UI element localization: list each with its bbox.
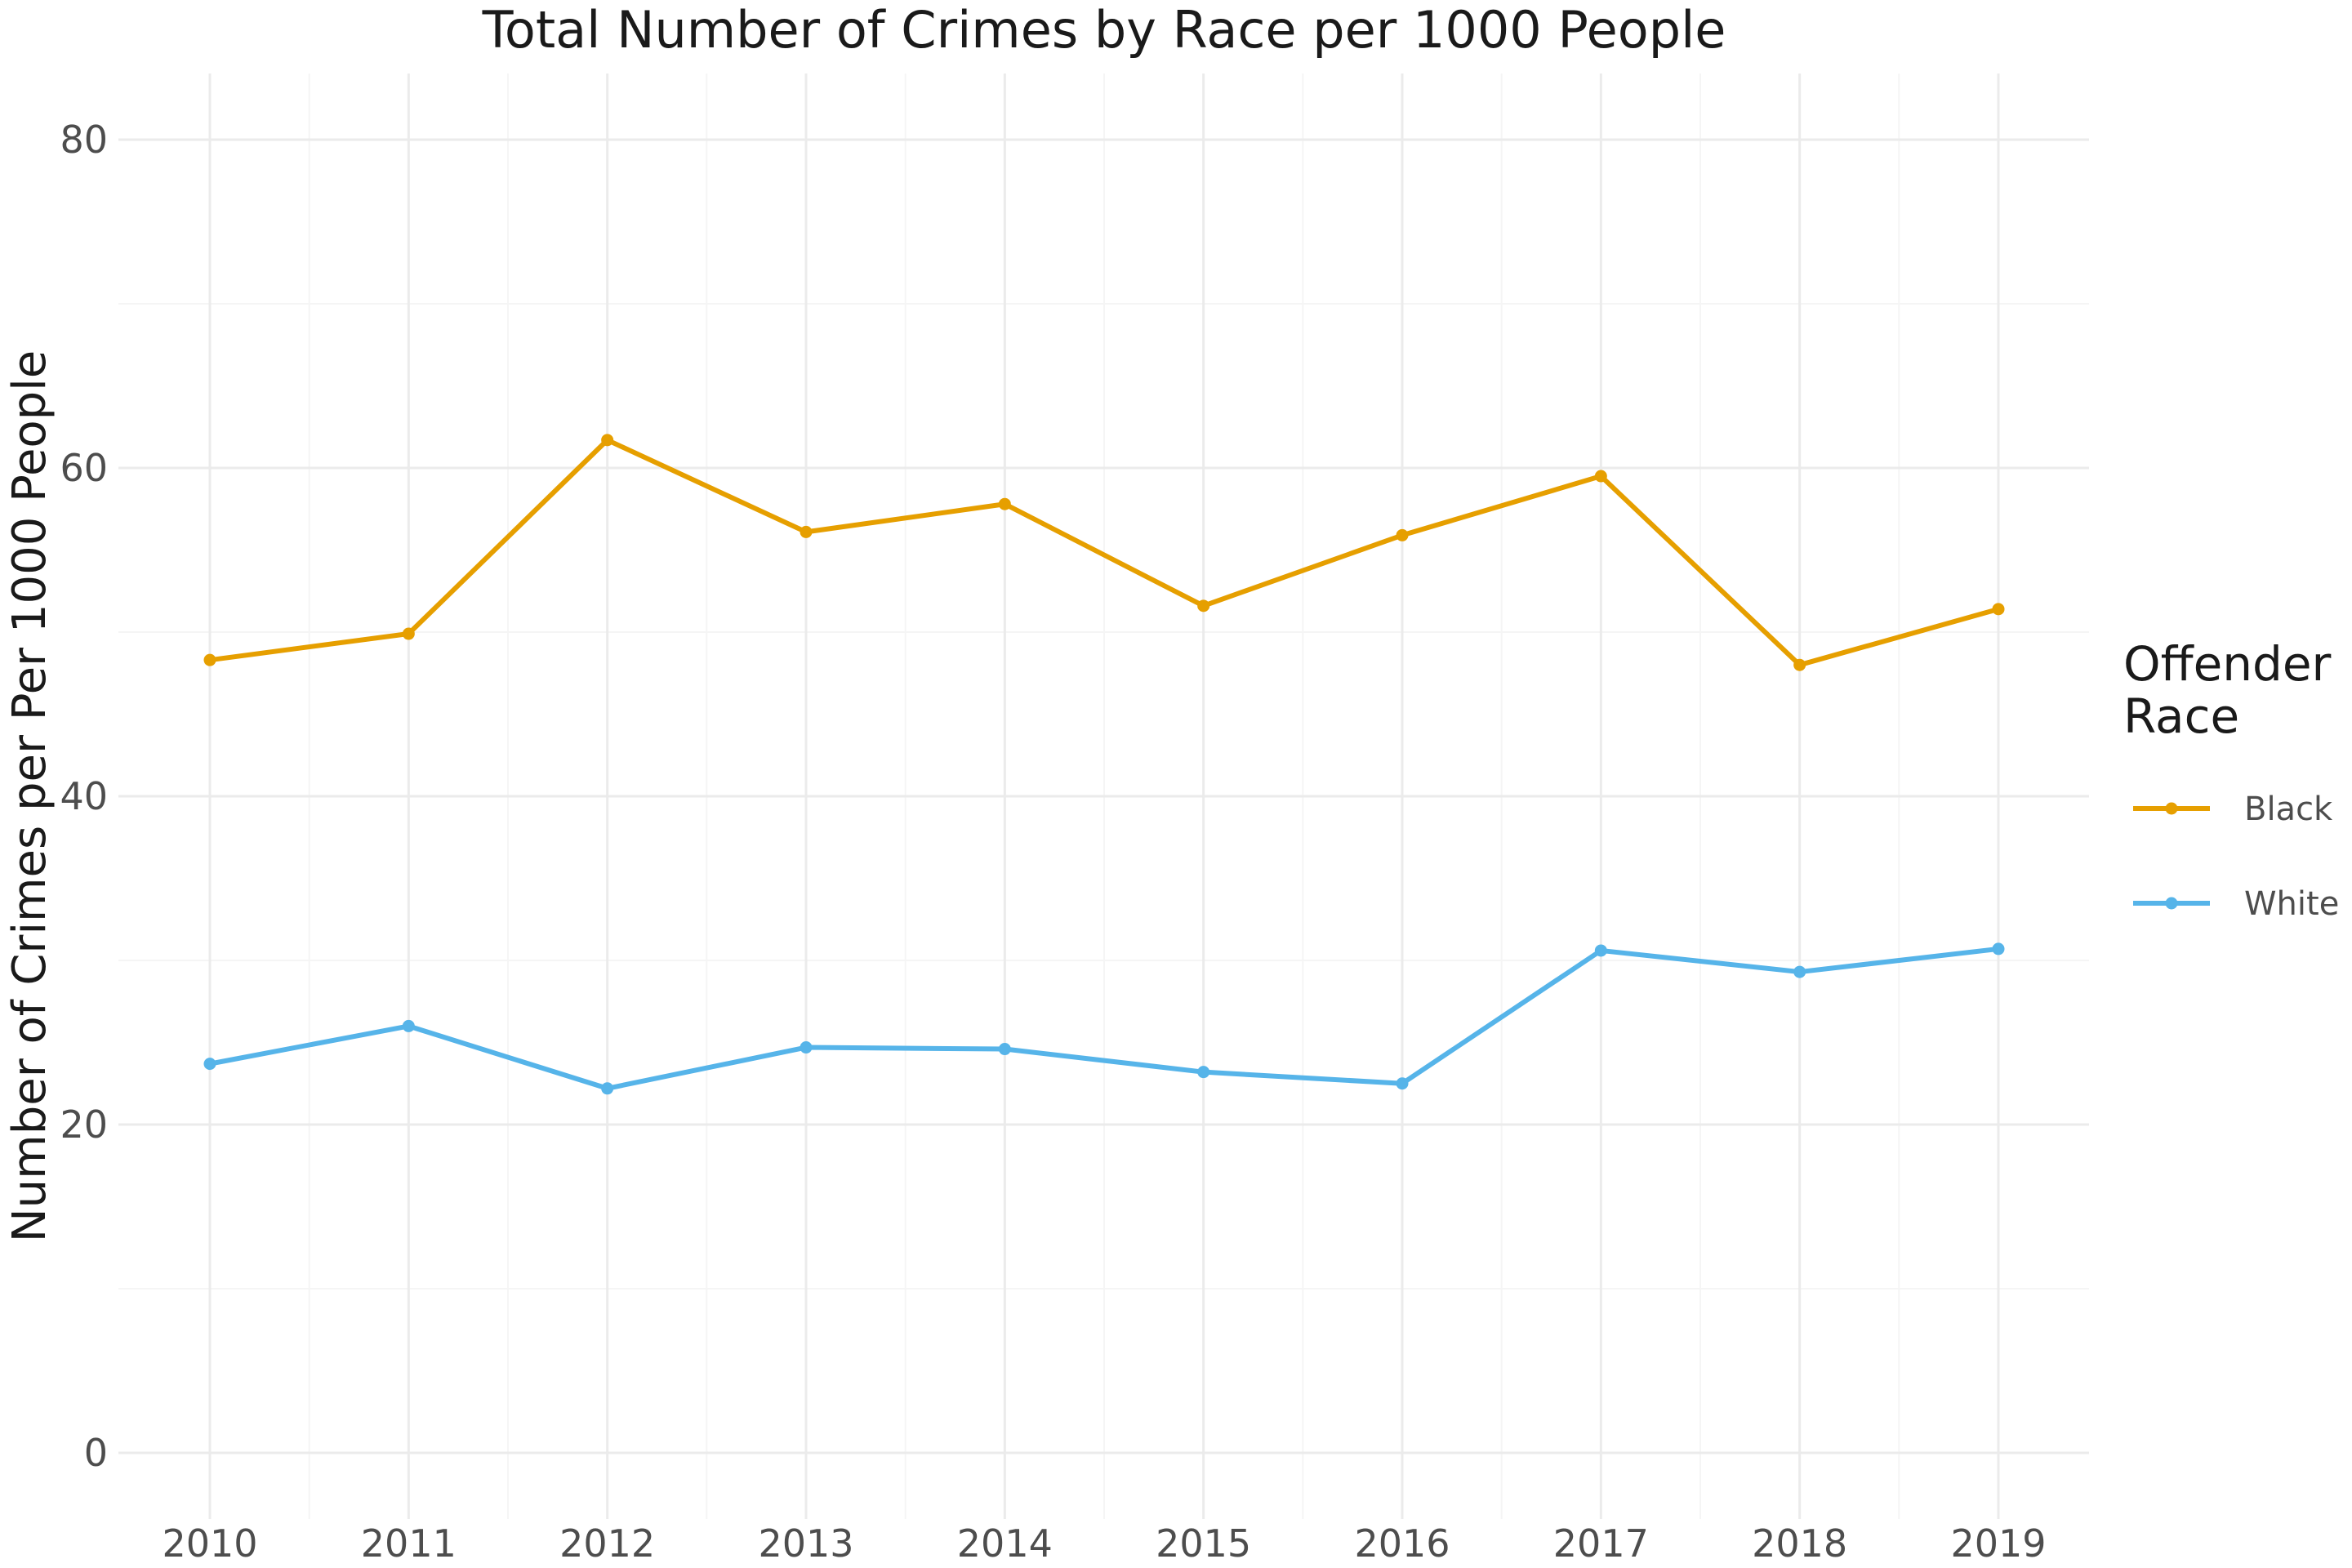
x-tick-label: 2013 xyxy=(758,1521,853,1566)
y-tick-label: 80 xyxy=(60,118,108,162)
x-tick-label: 2018 xyxy=(1752,1521,1847,1566)
data-point-white xyxy=(1594,944,1607,957)
legend-title-line-2: Race xyxy=(2123,688,2239,744)
data-point-black xyxy=(998,497,1011,510)
data-point-white xyxy=(601,1082,614,1095)
x-tick-label: 2014 xyxy=(957,1521,1053,1566)
y-axis-tick-labels: 0 20 40 60 80 xyxy=(60,118,108,1475)
legend: Offender Race Black White xyxy=(2123,636,2339,923)
data-point-black xyxy=(1594,470,1607,483)
legend-key-point-white xyxy=(2165,897,2178,910)
legend-label-white: White xyxy=(2244,885,2339,923)
chart-title: Total Number of Crimes by Race per 1000 … xyxy=(482,0,1726,60)
y-tick-label: 20 xyxy=(60,1102,108,1147)
data-point-white xyxy=(1197,1066,1210,1079)
legend-items: Black White xyxy=(2133,791,2339,923)
data-point-black xyxy=(1396,528,1409,541)
data-point-white xyxy=(800,1041,813,1054)
series-line-black xyxy=(207,437,2001,668)
data-point-black xyxy=(800,525,813,538)
data-point-white xyxy=(1793,965,1806,978)
series-layer xyxy=(203,434,2005,1095)
series-white xyxy=(203,942,2005,1095)
legend-label-black: Black xyxy=(2244,791,2333,828)
data-point-white xyxy=(1396,1077,1409,1090)
legend-title-line-1: Offender xyxy=(2123,636,2332,692)
data-point-white xyxy=(203,1058,216,1071)
y-tick-label: 60 xyxy=(60,446,108,490)
legend-key-point-black xyxy=(2165,802,2178,815)
data-point-white xyxy=(402,1019,415,1032)
y-tick-label: 40 xyxy=(60,774,108,818)
data-point-black xyxy=(402,627,415,640)
x-tick-label: 2019 xyxy=(1950,1521,2046,1566)
data-point-white xyxy=(998,1043,1011,1056)
x-tick-label: 2011 xyxy=(361,1521,457,1566)
data-point-black xyxy=(1197,599,1210,612)
data-point-black xyxy=(1992,603,2005,616)
x-tick-label: 2010 xyxy=(162,1521,257,1566)
x-tick-label: 2017 xyxy=(1553,1521,1649,1566)
x-tick-label: 2015 xyxy=(1156,1521,1251,1566)
y-tick-label: 0 xyxy=(84,1431,108,1475)
legend-item-black: Black xyxy=(2133,791,2333,828)
series-black xyxy=(203,434,2005,671)
data-point-black xyxy=(1793,658,1806,671)
major-gridlines xyxy=(118,74,2089,1519)
x-tick-label: 2012 xyxy=(559,1521,655,1566)
x-tick-label: 2016 xyxy=(1354,1521,1450,1566)
y-axis-title: Number of Crimes per Per 1000 People xyxy=(3,350,56,1242)
x-axis-tick-labels: 2010 2011 2012 2013 2014 2015 2016 2017 2018 2019 xyxy=(162,1521,2046,1566)
data-point-black xyxy=(203,653,216,666)
legend-item-white: White xyxy=(2133,885,2339,923)
data-point-white xyxy=(1992,942,2005,956)
data-point-black xyxy=(601,434,614,447)
series-line-white xyxy=(207,946,2001,1091)
